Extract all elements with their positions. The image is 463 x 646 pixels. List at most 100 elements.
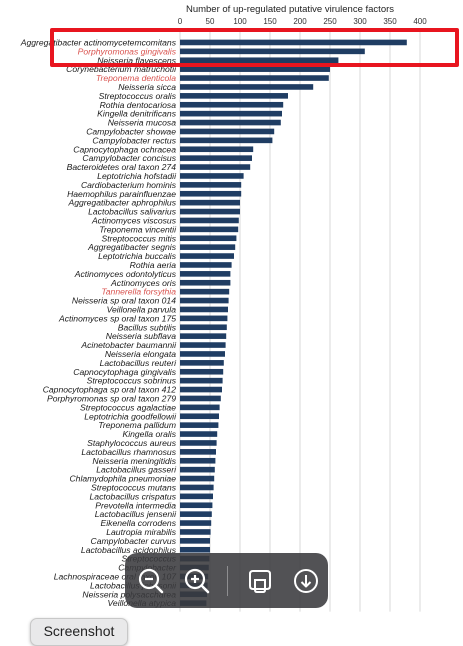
- bar: [180, 395, 221, 402]
- bar: [180, 351, 225, 357]
- bar: [180, 404, 220, 411]
- category-label: Streptococcus agalactiae: [80, 402, 176, 412]
- x-tick-label: 350: [383, 17, 397, 26]
- category-label: Neisseria sicca: [118, 82, 176, 92]
- category-label: Lactobacillus gasseri: [96, 465, 177, 475]
- bar: [180, 288, 230, 295]
- bar: [180, 449, 216, 455]
- bar: [180, 342, 226, 348]
- category-label: Kingella denitrificans: [97, 109, 177, 119]
- category-label: Treponema denticola: [96, 73, 176, 83]
- x-tick-label: 400: [413, 17, 427, 26]
- bar: [180, 520, 212, 526]
- bar: [180, 511, 212, 517]
- bar: [180, 182, 242, 188]
- category-label: Campylobacter showae: [86, 126, 176, 136]
- category-label: Streptococcus mitis: [101, 233, 176, 243]
- category-label: Streptococcus mutans: [91, 482, 177, 492]
- category-label: Neisseria mucosa: [108, 118, 177, 128]
- category-label: Actinomyces sp oral taxon 175: [58, 313, 176, 323]
- bar: [180, 84, 314, 90]
- bar: [180, 377, 223, 384]
- category-label: Neisseria flavescens: [97, 55, 177, 65]
- screenshot-button[interactable]: Screenshot: [30, 618, 128, 646]
- category-label: Capnocytophaga gingivalis: [73, 367, 176, 377]
- zoom-out-button[interactable]: [131, 561, 171, 601]
- category-label: Campylobacter rectus: [92, 135, 176, 145]
- category-label: Leptotrichia buccalis: [98, 251, 177, 261]
- bar: [180, 155, 252, 161]
- bar: [180, 253, 234, 259]
- bar: [180, 324, 227, 331]
- category-label: Staphylococcus aureus: [87, 438, 177, 448]
- category-label: Capnocytophaga sp oral taxon 412: [43, 385, 177, 395]
- category-label: Bacillus subtilis: [118, 322, 177, 332]
- zoom-in-button[interactable]: [177, 561, 217, 601]
- bar: [180, 466, 215, 473]
- download-button[interactable]: [286, 561, 326, 601]
- bar: [180, 271, 231, 277]
- category-label: Neisseria elongata: [105, 349, 176, 359]
- category-label: Eikenella corrodens: [101, 518, 177, 528]
- category-label: Porphyromonas gingivalis: [78, 46, 177, 56]
- category-label: Capnocytophaga ochracea: [73, 144, 176, 154]
- x-tick-label: 0: [178, 17, 183, 26]
- bar: [180, 93, 288, 99]
- category-label: Tannerella forsythia: [101, 287, 176, 297]
- category-label: Cardiobacterium hominis: [81, 180, 177, 190]
- category-label: Lactobacillus acidophilus: [81, 545, 177, 555]
- bar: [180, 431, 218, 437]
- category-label: Lautropia mirabilis: [106, 527, 176, 537]
- x-tick-label: 100: [233, 17, 247, 26]
- bar: [180, 66, 330, 72]
- bar: [180, 217, 239, 224]
- bar: [180, 101, 284, 108]
- category-label: Streptococcus oralis: [99, 91, 177, 101]
- category-label: Neisseria meningitidis: [92, 456, 176, 466]
- bar: [180, 57, 339, 64]
- category-label: Lactobacillus jensenii: [95, 509, 177, 519]
- bar: [180, 493, 213, 500]
- bar: [180, 457, 216, 464]
- x-axis-ticks: 0 50 100 150 200 250 300 350 400: [178, 17, 427, 26]
- bar: [180, 368, 224, 375]
- bar: [180, 538, 210, 544]
- category-label: Aggregatibacter aphrophilus: [68, 198, 177, 208]
- category-label: Lactobacillus salivarius: [88, 207, 177, 217]
- bar: [180, 315, 228, 322]
- category-label: Aggregatibacter segnis: [87, 242, 177, 252]
- bar: [180, 306, 228, 313]
- bar: [180, 360, 224, 366]
- zoom-in-icon: [184, 568, 210, 593]
- bar: [180, 110, 282, 117]
- bar: [180, 164, 251, 170]
- crop-icon: [249, 569, 271, 593]
- bar: [180, 128, 275, 135]
- x-tick-label: 250: [323, 17, 337, 26]
- category-label: Haemophilus parainfluenzae: [67, 189, 176, 199]
- bar: [180, 529, 211, 535]
- category-label: Lactobacillus reuteri: [100, 358, 178, 368]
- bar: [180, 48, 365, 55]
- bar: [180, 39, 407, 46]
- zoom-toolbar: [125, 553, 328, 608]
- bar: [180, 262, 232, 268]
- bar: [180, 386, 222, 393]
- category-label: Leptotrichia goodfellowii: [84, 411, 177, 421]
- category-label: Veillonella parvula: [107, 304, 177, 314]
- bar: [180, 475, 215, 482]
- bar: [180, 226, 239, 233]
- category-label: Neisseria subflava: [106, 331, 176, 341]
- crop-button[interactable]: [240, 561, 280, 601]
- category-label: Actinomyces oris: [110, 278, 177, 288]
- zoom-out-icon: [138, 568, 164, 593]
- bar: [180, 119, 281, 126]
- category-label: Corynebacterium matruchotii: [66, 64, 177, 74]
- bar: [180, 297, 229, 304]
- category-label: Kingella oralis: [122, 429, 176, 439]
- x-tick-label: 300: [353, 17, 367, 26]
- category-label: Acinetobacter baumannii: [80, 340, 177, 350]
- bar: [180, 75, 329, 81]
- toolbar-separator: [227, 565, 228, 596]
